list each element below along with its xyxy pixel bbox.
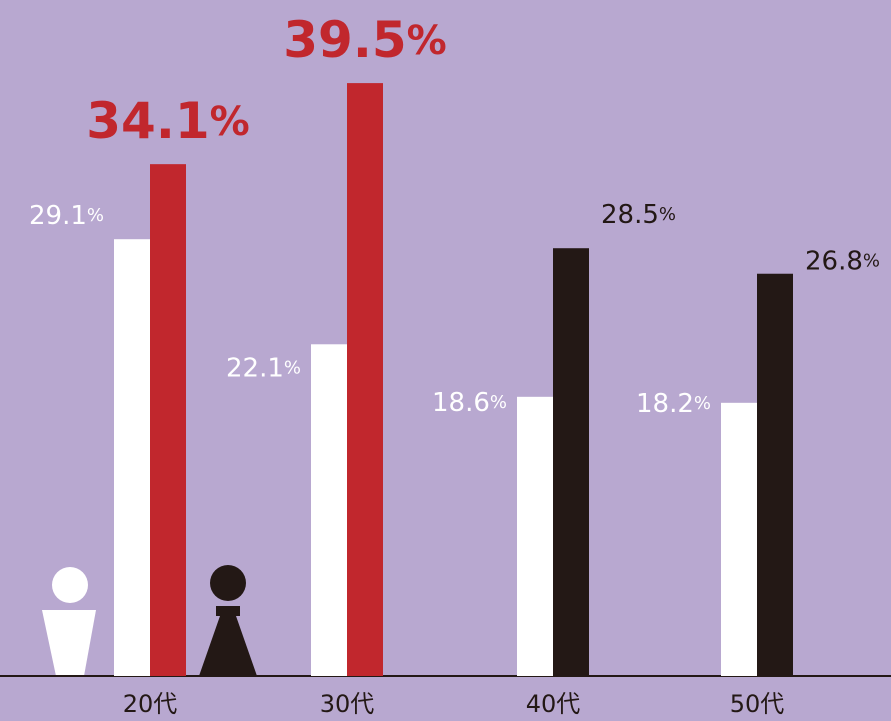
bar [347,83,383,677]
value-label: 22.1% [226,353,301,383]
value-label: 28.5% [601,200,676,230]
value-label: 26.8% [805,246,880,276]
bar [517,396,553,676]
bar [757,273,793,676]
bar [553,248,589,676]
x-tick-label: 40代 [526,690,581,718]
value-label: 39.5% [283,11,446,69]
x-tick-label: 30代 [320,690,375,718]
x-tick-label: 50代 [730,690,785,718]
value-label: 34.1% [86,92,249,150]
bar [311,344,347,676]
value-label: 18.2% [636,388,711,418]
bar [114,239,150,677]
value-label: 18.6% [432,387,507,417]
bar [150,164,186,676]
male-icon [42,567,96,676]
bar [721,402,757,676]
female-icon [199,565,257,676]
value-label: 29.1% [29,201,104,231]
x-tick-label: 20代 [123,690,178,718]
